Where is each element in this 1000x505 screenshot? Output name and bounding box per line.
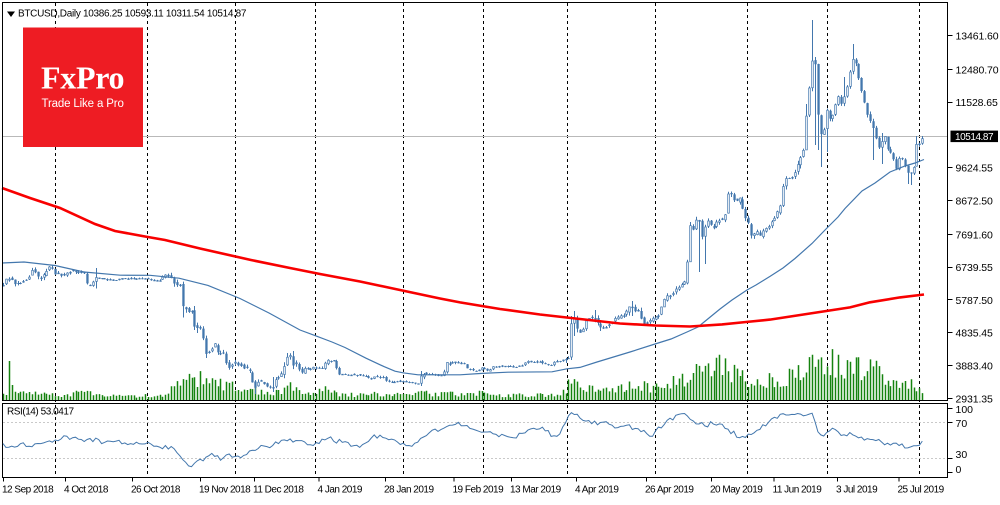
svg-text:20 May 2019: 20 May 2019 <box>710 485 763 496</box>
svg-text:Trade Like a Pro: Trade Like a Pro <box>42 98 124 110</box>
svg-text:8672.50: 8672.50 <box>956 196 994 208</box>
svg-text:7691.60: 7691.60 <box>956 229 994 241</box>
svg-text:12480.70: 12480.70 <box>956 64 999 76</box>
svg-text:4 Oct 2018: 4 Oct 2018 <box>64 485 109 496</box>
svg-text:70: 70 <box>956 418 968 430</box>
svg-text:4835.45: 4835.45 <box>956 328 994 340</box>
svg-text:100: 100 <box>956 404 974 416</box>
svg-text:4 Apr 2019: 4 Apr 2019 <box>575 485 619 496</box>
svg-text:19 Feb 2019: 19 Feb 2019 <box>453 485 505 496</box>
svg-text:11 Dec 2018: 11 Dec 2018 <box>253 485 304 496</box>
svg-text:26 Apr 2019: 26 Apr 2019 <box>645 485 694 496</box>
svg-text:13461.60: 13461.60 <box>956 31 999 43</box>
svg-text:19 Nov 2018: 19 Nov 2018 <box>199 485 251 496</box>
svg-text:26 Oct 2018: 26 Oct 2018 <box>131 485 181 496</box>
svg-text:25 Jul 2019: 25 Jul 2019 <box>898 485 945 496</box>
svg-text:13 Mar 2019: 13 Mar 2019 <box>510 485 562 496</box>
svg-text:5787.50: 5787.50 <box>956 295 994 307</box>
svg-text:2931.35: 2931.35 <box>956 393 994 405</box>
svg-text:0: 0 <box>956 464 962 476</box>
svg-text:3883.40: 3883.40 <box>956 361 994 373</box>
svg-text:28 Jan 2019: 28 Jan 2019 <box>384 485 434 496</box>
svg-text:11528.65: 11528.65 <box>956 97 998 109</box>
svg-text:30: 30 <box>956 449 968 461</box>
svg-text:RSI(14) 53.0417: RSI(14) 53.0417 <box>7 407 75 418</box>
svg-text:10514.87: 10514.87 <box>955 132 994 143</box>
svg-text:3 Jul 2019: 3 Jul 2019 <box>836 485 878 496</box>
svg-text:11 Jun 2019: 11 Jun 2019 <box>773 485 823 496</box>
svg-text:BTCUSD,Daily 10386.25 10593.1: BTCUSD,Daily 10386.25 10593.11 10311.54 … <box>18 9 247 20</box>
svg-text:12 Sep 2018: 12 Sep 2018 <box>2 485 54 496</box>
svg-text:6739.55: 6739.55 <box>956 262 994 274</box>
svg-text:9624.55: 9624.55 <box>956 163 994 175</box>
svg-text:FxPro: FxPro <box>41 60 124 96</box>
svg-text:4 Jan 2019: 4 Jan 2019 <box>318 485 363 496</box>
